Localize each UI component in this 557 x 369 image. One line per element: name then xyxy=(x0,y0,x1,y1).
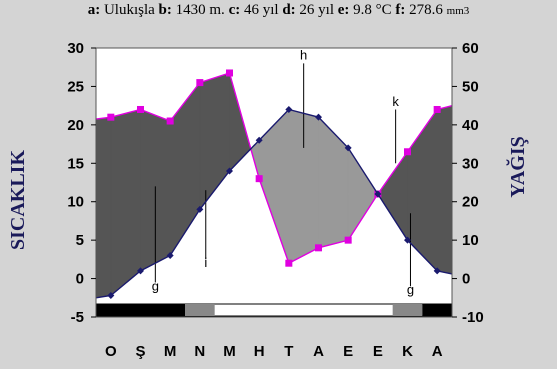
month-label: Ş xyxy=(135,343,145,360)
temperature-point xyxy=(404,236,411,244)
temperature-point xyxy=(315,113,322,121)
temperature-line xyxy=(95,108,453,299)
precipitation-point xyxy=(315,244,322,252)
humid-period-area xyxy=(110,109,141,297)
mean-temperature-value: 9.8 °C xyxy=(353,2,392,18)
right-axis-tick-label: 0 xyxy=(462,271,470,288)
precipitation-point xyxy=(137,105,144,113)
right-axis-tick-label: -10 xyxy=(462,309,484,326)
precipitation-point xyxy=(226,69,233,77)
annotation-label-g: g xyxy=(152,278,159,293)
precipitation-period-key: d: xyxy=(282,2,296,18)
month-label: A xyxy=(432,343,443,360)
right-axis-tick-label: 10 xyxy=(462,232,479,249)
altitude-key: b: xyxy=(158,2,172,18)
month-label: T xyxy=(284,343,293,360)
temperature-point xyxy=(285,105,293,113)
right-axis-tick-label: 40 xyxy=(462,117,479,134)
temperature-point xyxy=(433,267,441,275)
left-axis-tick-label: -5 xyxy=(71,309,84,326)
temperature-point xyxy=(166,252,174,260)
annotation-label-g: g xyxy=(407,282,414,297)
left-axis-tick-label: 25 xyxy=(67,78,84,95)
month-label: N xyxy=(194,343,205,360)
season-bar-segment xyxy=(96,304,185,316)
left-axis-title: SICAKLIK xyxy=(7,150,29,250)
temperature-point xyxy=(196,205,204,213)
precipitation-point xyxy=(285,259,293,267)
mean-temperature-key: e: xyxy=(337,2,350,18)
month-label: O xyxy=(105,343,117,360)
precipitation-point xyxy=(107,113,115,121)
temperature-point xyxy=(137,267,144,275)
precipitation-point xyxy=(433,105,441,113)
precipitation-period-value: 26 yıl xyxy=(299,2,334,18)
temperature-period-value: 46 yıl xyxy=(243,2,279,18)
precipitation-point xyxy=(196,79,204,87)
season-bar-segment xyxy=(422,304,452,316)
month-label: H xyxy=(254,343,265,360)
temperature-point xyxy=(374,190,382,198)
left-axis-tick-label: 30 xyxy=(67,40,84,57)
left-axis-tick-label: 20 xyxy=(67,117,84,134)
precipitation-point xyxy=(344,236,352,244)
left-axis-tick-label: 0 xyxy=(76,271,84,288)
precipitation-point xyxy=(255,175,263,183)
right-axis-title: YAĞIŞ xyxy=(505,136,529,198)
annotation-label-h: h xyxy=(300,48,307,63)
precipitation-line xyxy=(95,72,453,265)
precipitation-point xyxy=(404,148,411,156)
temperature-period-key: c: xyxy=(228,2,241,18)
month-label: A xyxy=(313,343,324,360)
season-bar-segment xyxy=(185,304,215,316)
precipitation-point xyxy=(166,117,174,125)
temperature-point xyxy=(226,167,233,175)
station-name: Ulukışla xyxy=(103,2,155,18)
humid-period-area xyxy=(95,116,112,299)
annotation-label-i: i xyxy=(204,255,207,270)
temperature-point xyxy=(344,144,352,152)
temperature-point xyxy=(107,291,115,299)
month-label: M xyxy=(223,343,236,360)
temperature-point xyxy=(255,136,263,144)
season-bar-segment xyxy=(392,304,423,316)
right-axis-tick-label: 30 xyxy=(462,155,479,172)
right-axis-tick-label: 50 xyxy=(462,78,479,95)
annotation-label-k: k xyxy=(392,94,399,109)
station-key: a: xyxy=(87,2,101,18)
humid-period-area xyxy=(436,105,453,275)
month-label: M xyxy=(164,343,177,360)
station-info-header: a: Ulukışla b: 1430 m. c: 46 yıl d: 26 y… xyxy=(0,2,557,19)
annual-precipitation-value: 278.6 xyxy=(409,2,443,18)
left-axis-tick-label: 5 xyxy=(76,232,84,249)
left-axis-tick-label: 15 xyxy=(67,155,84,172)
altitude-value: 1430 m. xyxy=(175,2,225,18)
left-axis-tick-label: 10 xyxy=(67,194,84,211)
month-label: E xyxy=(373,343,383,360)
right-axis-tick-label: 20 xyxy=(462,194,479,211)
month-label: K xyxy=(402,343,413,360)
annual-precipitation-unit: mm3 xyxy=(446,5,470,17)
plot-border xyxy=(95,47,453,318)
month-label: E xyxy=(343,343,353,360)
right-axis-tick-label: 60 xyxy=(462,40,479,57)
annual-precipitation-key: f: xyxy=(395,2,406,18)
